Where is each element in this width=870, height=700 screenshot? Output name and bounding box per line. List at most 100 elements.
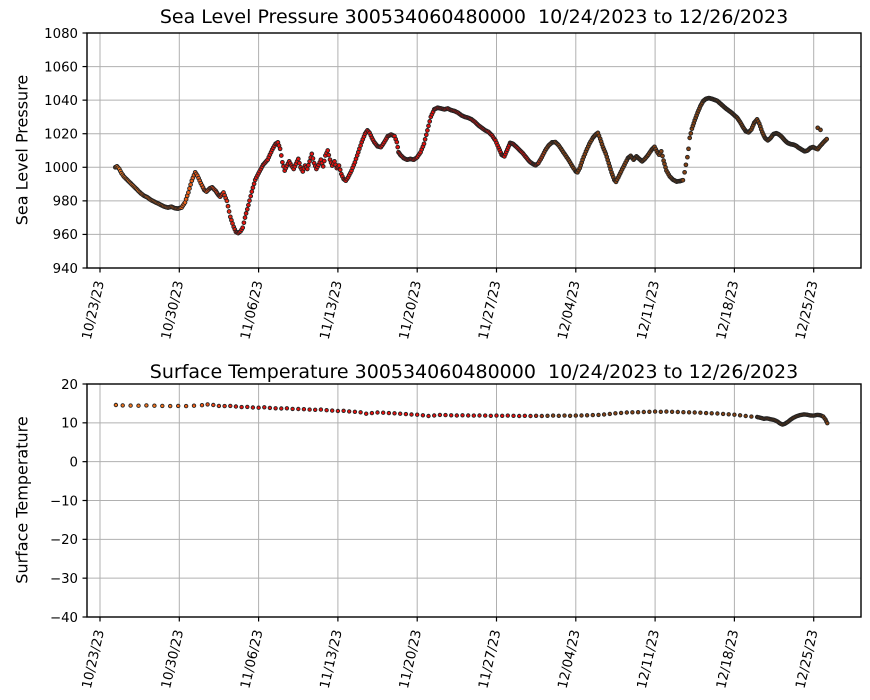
data-point bbox=[692, 410, 697, 415]
data-point bbox=[324, 408, 329, 413]
data-point bbox=[216, 403, 222, 409]
data-point bbox=[658, 409, 663, 414]
data-point bbox=[239, 404, 244, 410]
y-tick-label: 980 bbox=[53, 195, 78, 210]
y-tick-label: 1020 bbox=[44, 128, 78, 143]
data-point bbox=[601, 412, 607, 417]
data-point bbox=[511, 413, 516, 418]
x-tick-label: 11/20/23 bbox=[397, 280, 425, 342]
data-point bbox=[658, 148, 664, 154]
data-point bbox=[191, 403, 197, 408]
data-point bbox=[500, 413, 505, 418]
data-point bbox=[688, 130, 694, 136]
data-point bbox=[426, 123, 431, 129]
data-point bbox=[381, 410, 386, 415]
data-point bbox=[144, 403, 149, 408]
data-point bbox=[250, 405, 256, 410]
data-point bbox=[325, 148, 331, 153]
data-point bbox=[321, 158, 327, 164]
data-point bbox=[567, 413, 573, 418]
data-point bbox=[395, 144, 401, 150]
data-point bbox=[732, 412, 737, 417]
data-point bbox=[683, 162, 689, 168]
data-point bbox=[533, 413, 539, 418]
data-point bbox=[618, 410, 624, 416]
data-point bbox=[556, 413, 561, 418]
data-point bbox=[715, 411, 720, 416]
x-tick-label: 10/23/23 bbox=[80, 629, 108, 691]
y-tick-label: 10 bbox=[61, 417, 78, 432]
x-tick-label: 11/13/23 bbox=[318, 280, 346, 342]
axes-border bbox=[86, 32, 862, 269]
data-point bbox=[449, 413, 454, 418]
x-tick-label: 11/27/23 bbox=[476, 280, 504, 342]
data-point bbox=[647, 409, 652, 414]
data-point bbox=[262, 405, 267, 410]
y-tick-label: 20 bbox=[61, 378, 78, 393]
data-point bbox=[306, 162, 311, 168]
data-point bbox=[188, 182, 193, 187]
data-point bbox=[326, 152, 332, 158]
data-point bbox=[398, 411, 403, 416]
data-point bbox=[426, 413, 431, 419]
data-point bbox=[222, 403, 227, 409]
data-point bbox=[152, 403, 157, 408]
data-point bbox=[347, 409, 352, 414]
data-point bbox=[720, 411, 726, 417]
data-point bbox=[240, 225, 246, 231]
x-tick-label: 12/04/23 bbox=[556, 280, 584, 342]
data-point bbox=[337, 167, 343, 173]
data-point bbox=[244, 206, 250, 212]
data-point bbox=[590, 412, 595, 418]
data-point bbox=[241, 220, 247, 226]
data-point bbox=[247, 198, 252, 203]
data-point bbox=[443, 412, 448, 418]
data-point bbox=[652, 409, 658, 414]
y-tick-label: −10 bbox=[50, 494, 78, 509]
x-tick-label: 10/30/23 bbox=[159, 280, 187, 342]
data-point bbox=[375, 410, 380, 415]
data-point bbox=[584, 413, 590, 418]
data-point bbox=[686, 410, 692, 415]
data-point bbox=[313, 407, 318, 412]
x-tick-label: 12/18/23 bbox=[714, 629, 742, 691]
data-point bbox=[364, 411, 369, 416]
data-point bbox=[301, 407, 307, 412]
data-point bbox=[246, 202, 251, 208]
pressure-chart-title: Sea Level Pressure 300534060480000 10/24… bbox=[159, 6, 789, 28]
data-point bbox=[280, 159, 285, 165]
pressure-plot-area: 940 960 980 1000 1020 1040 1060 1080 10/23/23 10/… bbox=[44, 27, 862, 342]
data-point bbox=[743, 413, 748, 419]
data-point bbox=[226, 209, 232, 214]
data-point bbox=[320, 164, 326, 169]
data-point bbox=[352, 409, 358, 414]
data-point bbox=[113, 402, 119, 408]
data-point bbox=[539, 413, 544, 419]
data-point bbox=[409, 412, 414, 417]
data-point bbox=[680, 177, 686, 183]
y-tick-label: 940 bbox=[53, 262, 78, 277]
data-point bbox=[394, 139, 400, 145]
data-point bbox=[267, 405, 273, 411]
x-tick-label: 10/23/23 bbox=[80, 280, 108, 342]
data-point bbox=[335, 408, 341, 414]
data-point bbox=[726, 412, 731, 417]
data-point bbox=[466, 413, 471, 418]
temperature-y-axis-label: Surface Temperature bbox=[12, 416, 32, 584]
data-point bbox=[460, 413, 465, 418]
x-tick-label: 11/06/23 bbox=[238, 280, 266, 342]
data-point bbox=[669, 409, 675, 414]
data-point bbox=[249, 189, 255, 194]
temperature-plot-area: −40 −30 −20 −10 0 10 20 10/23/23 10/30/23 11/06/2… bbox=[50, 378, 862, 691]
data-point bbox=[824, 136, 830, 142]
data-point bbox=[256, 405, 261, 410]
data-point bbox=[825, 421, 830, 426]
data-point bbox=[250, 185, 256, 191]
x-tick-label: 12/11/23 bbox=[635, 629, 663, 691]
pressure-y-axis-label: Sea Level Pressure bbox=[12, 74, 32, 226]
data-point bbox=[310, 156, 316, 161]
data-point bbox=[330, 408, 335, 413]
data-point bbox=[318, 407, 324, 412]
data-point bbox=[128, 403, 133, 408]
